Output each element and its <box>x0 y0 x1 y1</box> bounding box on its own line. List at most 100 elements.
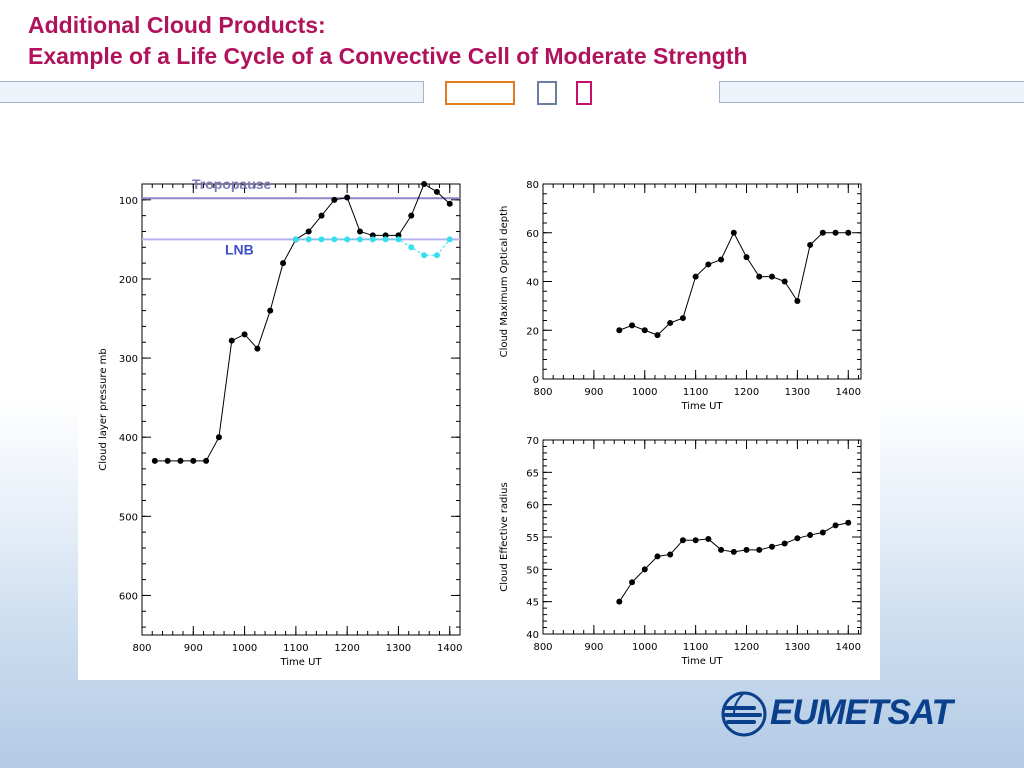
x-tick-label: 900 <box>584 642 603 653</box>
data-point <box>692 273 699 280</box>
y-tick-label: 600 <box>119 591 138 602</box>
data-point <box>756 546 763 553</box>
data-point <box>654 332 661 339</box>
header-bar-right <box>719 81 1024 103</box>
data-point <box>845 229 852 236</box>
plot-frame <box>542 439 862 635</box>
data-point <box>832 229 839 236</box>
y-axis-label: Cloud layer pressure mb <box>98 348 109 470</box>
series-line <box>619 231 849 336</box>
x-tick-label: 1200 <box>734 642 759 653</box>
y-tick-label: 200 <box>119 275 138 286</box>
data-point <box>395 236 402 243</box>
data-point <box>616 327 623 334</box>
data-point <box>781 278 788 285</box>
chart-3: 800 900 1000 1100 1200 1300 1400 40 45 50 55 60 65 70… <box>499 436 862 667</box>
y-tick-label: 45 <box>526 598 539 609</box>
title-line-2: Example of a Life Cycle of a Convective … <box>28 43 748 69</box>
charts-panel: 800 900 1000 1100 1200 1300 1400 100 200 300 400 50… <box>78 172 880 680</box>
slide-title: Additional Cloud Products: Example of a … <box>28 10 748 72</box>
data-point <box>718 256 725 263</box>
nav-box-orange[interactable] <box>445 81 515 105</box>
data-point <box>768 273 775 280</box>
x-tick-label: 1100 <box>283 643 308 654</box>
data-point <box>164 457 171 464</box>
data-point <box>730 548 737 555</box>
nav-box-slate[interactable] <box>537 81 557 105</box>
y-tick-label: 60 <box>526 501 539 512</box>
data-point <box>781 540 788 547</box>
data-point <box>679 315 686 322</box>
data-point <box>331 196 338 203</box>
data-point <box>679 537 686 544</box>
data-point <box>433 252 440 259</box>
x-tick-label: 1000 <box>232 643 257 654</box>
y-tick-label: 100 <box>119 196 138 207</box>
y-tick-label: 55 <box>526 533 539 544</box>
y-tick-label: 500 <box>119 512 138 523</box>
data-point <box>446 236 453 243</box>
y-tick-label: 20 <box>526 326 539 337</box>
data-point <box>344 194 351 201</box>
x-tick-label: 1300 <box>386 643 411 654</box>
x-tick-label: 1400 <box>836 642 861 653</box>
data-point <box>433 188 440 195</box>
x-tick-label: 1200 <box>734 387 759 398</box>
data-point <box>629 322 636 329</box>
data-point <box>718 546 725 553</box>
data-point <box>446 200 453 207</box>
data-point <box>254 345 261 352</box>
data-point <box>241 331 248 338</box>
data-point <box>228 337 235 344</box>
data-point <box>641 566 648 573</box>
data-point <box>743 546 750 553</box>
x-axis-label: Time UT <box>680 656 723 667</box>
data-point <box>819 529 826 536</box>
data-point <box>382 236 389 243</box>
data-point <box>344 236 351 243</box>
data-point <box>705 261 712 268</box>
data-point <box>654 553 661 560</box>
data-point <box>356 236 363 243</box>
charts-svg: 800 900 1000 1100 1200 1300 140010020030040050… <box>98 176 862 668</box>
data-point <box>203 457 210 464</box>
data-point <box>151 457 158 464</box>
y-tick-label: 60 <box>526 229 539 240</box>
data-point <box>832 522 839 529</box>
data-point <box>794 535 801 542</box>
y-tick-label: 40 <box>526 278 539 289</box>
data-point <box>305 228 312 235</box>
chart-2: 800 900 1000 1100 1200 1300 1400 0 20 40 60 80 Time … <box>499 180 862 412</box>
data-point <box>743 254 750 261</box>
x-tick-label: 800 <box>533 387 552 398</box>
data-point <box>768 543 775 550</box>
x-tick-label: 800 <box>132 643 151 654</box>
data-point <box>692 537 699 544</box>
data-point <box>421 252 428 259</box>
x-tick-label: 1100 <box>683 387 708 398</box>
data-point <box>616 598 623 605</box>
data-point <box>369 236 376 243</box>
data-point <box>267 307 274 314</box>
data-point <box>215 434 222 441</box>
y-tick-label: 40 <box>526 630 539 641</box>
reference-line-label: Tropopause <box>192 176 272 192</box>
x-tick-label: 900 <box>184 643 203 654</box>
y-tick-label: 80 <box>526 180 539 191</box>
header-bar-left <box>0 81 424 103</box>
data-point <box>756 273 763 280</box>
data-point <box>845 519 852 526</box>
x-tick-label: 1400 <box>836 387 861 398</box>
y-axis-label: Cloud Effective radius <box>499 482 510 591</box>
data-point <box>331 236 338 243</box>
y-tick-label: 300 <box>119 354 138 365</box>
nav-box-magenta[interactable] <box>576 81 592 105</box>
data-point <box>730 229 737 236</box>
data-point <box>190 457 197 464</box>
x-tick-label: 1100 <box>683 642 708 653</box>
x-axis-label: Time UT <box>680 401 723 412</box>
x-tick-label: 1300 <box>785 387 810 398</box>
data-point <box>356 228 363 235</box>
data-point <box>318 236 325 243</box>
x-tick-label: 1000 <box>632 387 657 398</box>
